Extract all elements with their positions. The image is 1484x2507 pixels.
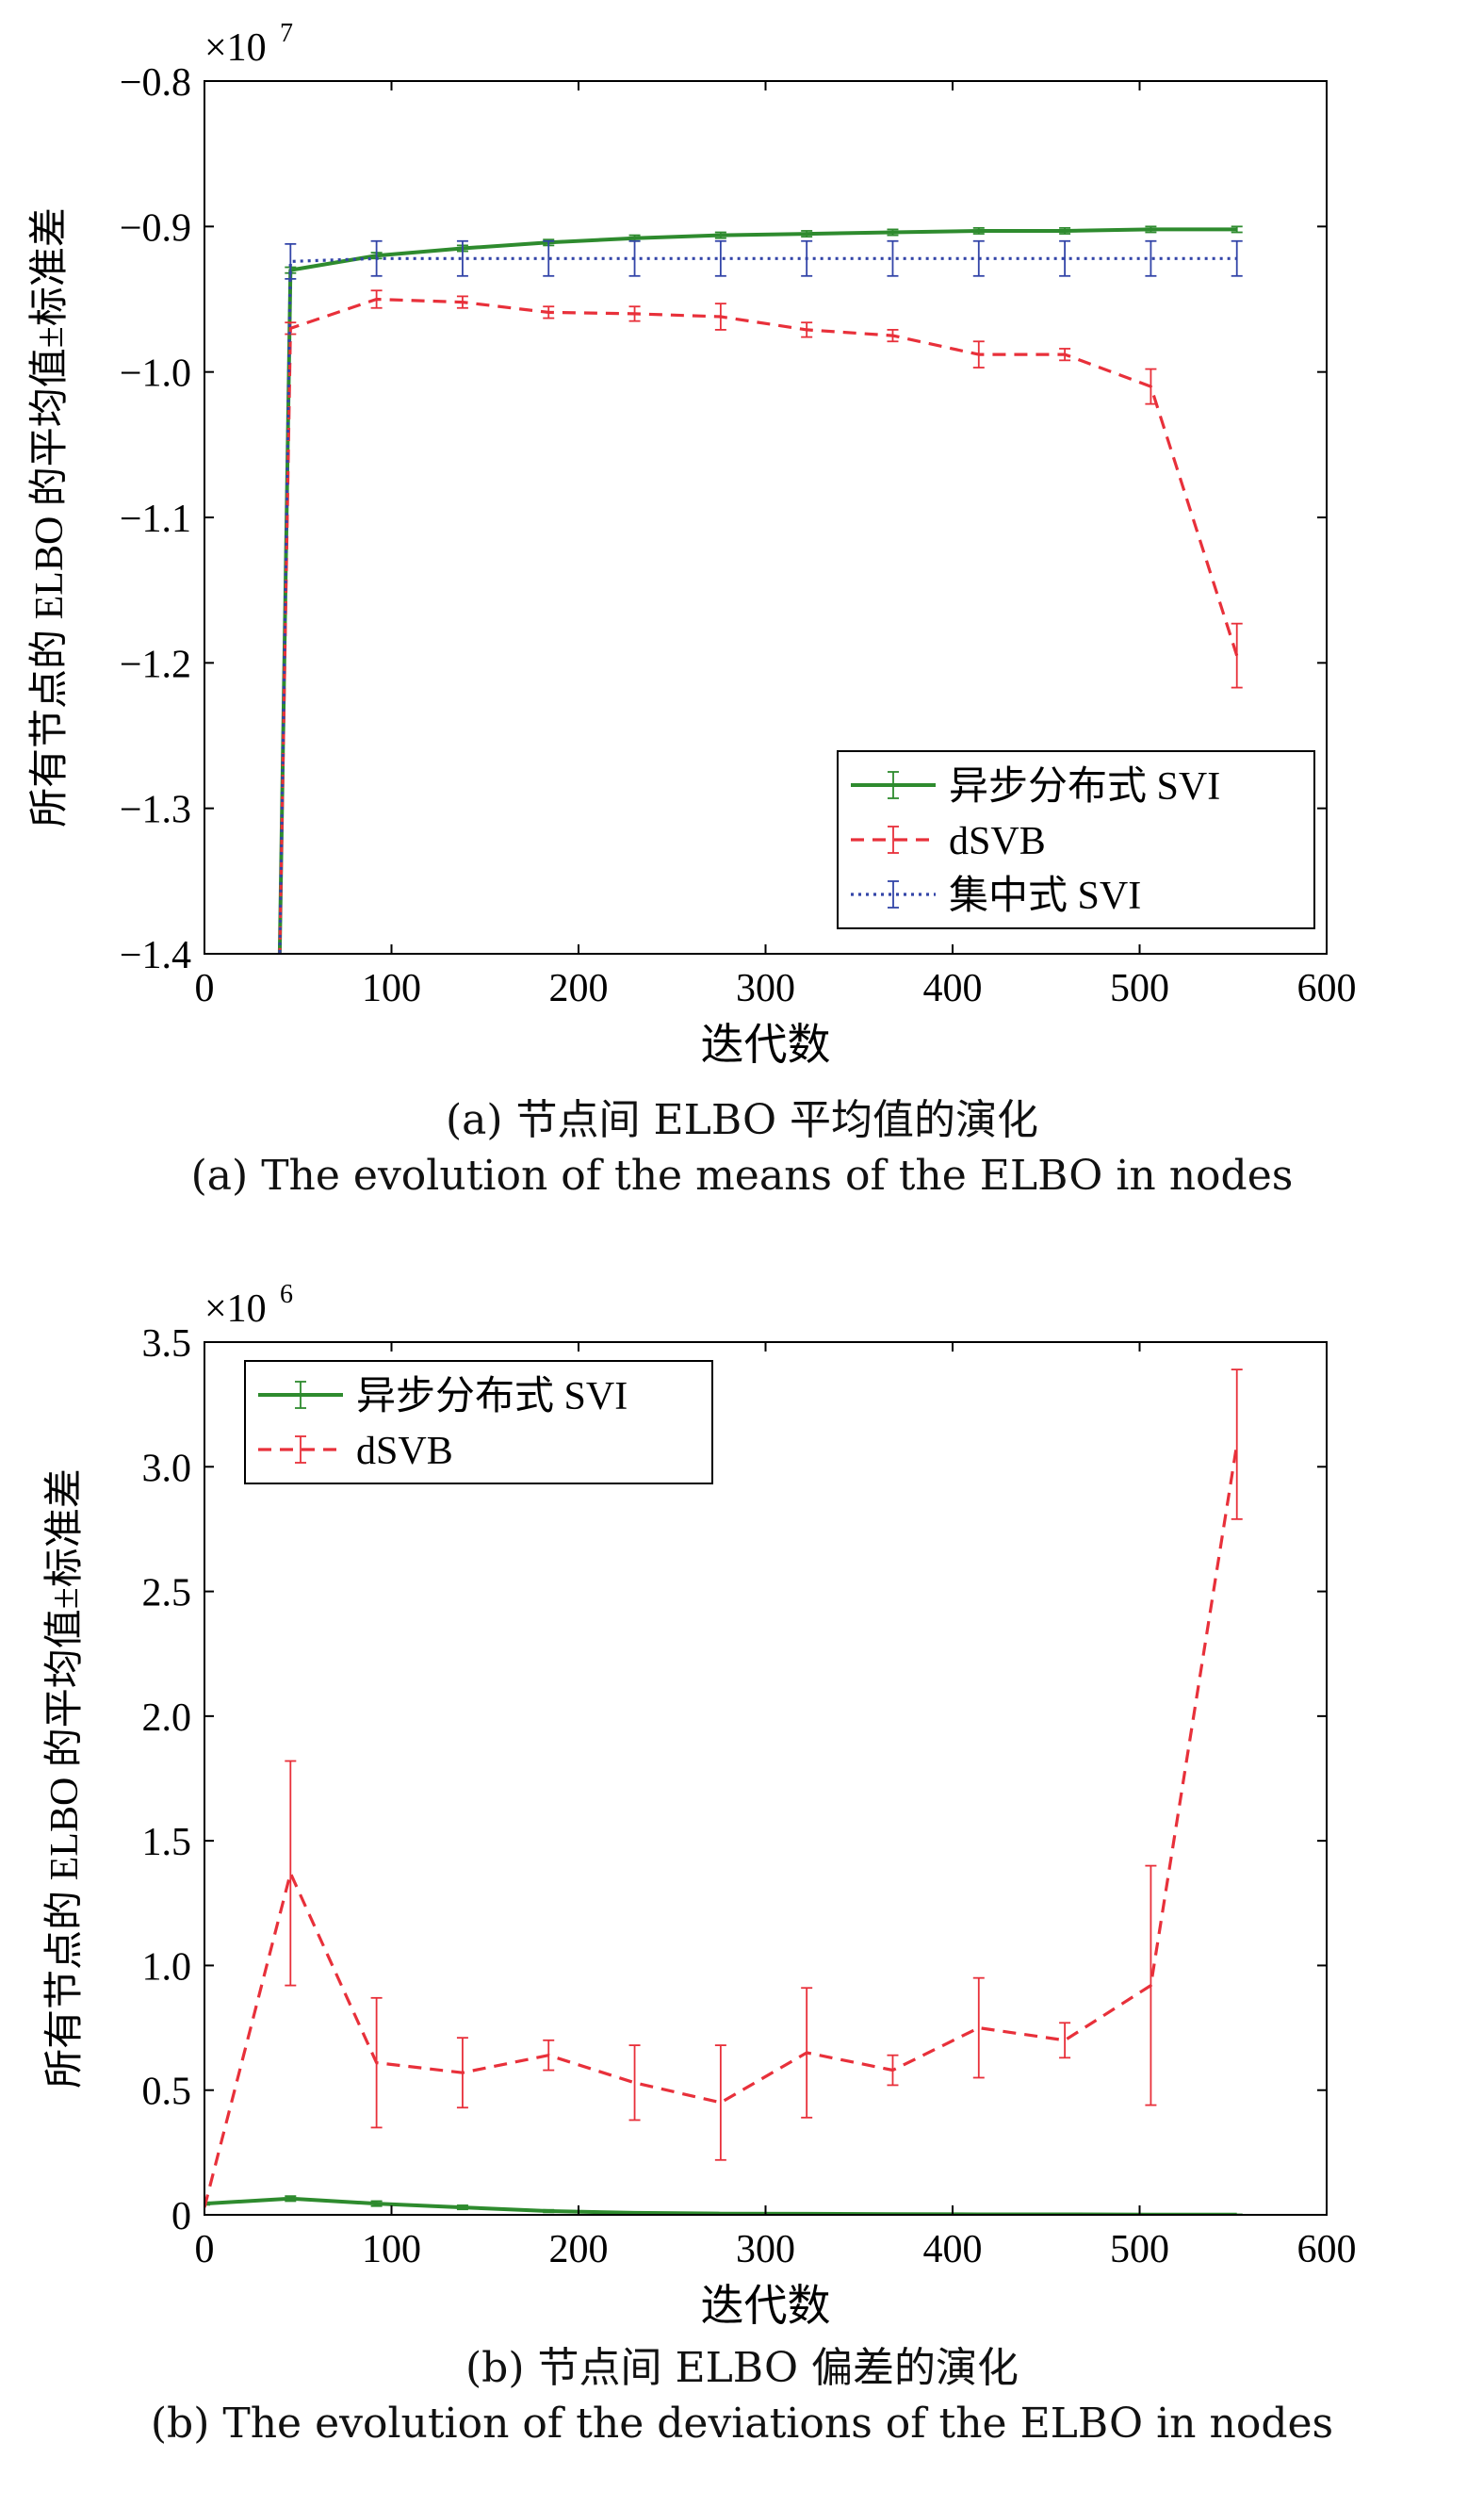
x-tick-label: 0 [195, 967, 215, 1010]
y-tick-label: 0.5 [142, 2071, 192, 2114]
x-tick-label: 500 [1110, 967, 1169, 1010]
y-tick-label: 0 [171, 2195, 191, 2238]
legend-label: dSVB [949, 820, 1046, 863]
x-tick-label: 100 [362, 967, 421, 1010]
x-tick-label: 400 [923, 967, 983, 1010]
y-tick-label: 1.0 [142, 1945, 192, 1989]
axis-multiplier: ×10 [204, 26, 267, 70]
x-tick-label: 600 [1297, 2228, 1357, 2271]
caption-b-chinese: (b) 节点间 ELBO 偏差的演化 [465, 2344, 1019, 2392]
caption-a-chinese: (a) 节点间 ELBO 平均值的演化 [445, 1096, 1039, 1144]
x-tick-label: 300 [736, 2228, 795, 2271]
y-tick-label: −1.3 [120, 789, 191, 832]
y-tick-label: −1.1 [120, 498, 191, 541]
y-tick-label: 2.0 [142, 1696, 192, 1740]
axis-multiplier-exponent: 7 [280, 19, 293, 48]
y-tick-label: −1.2 [120, 643, 191, 686]
x-tick-label: 200 [549, 967, 609, 1010]
x-tick-label: 500 [1110, 2228, 1169, 2271]
axis-multiplier-exponent: 6 [280, 1280, 293, 1309]
series-line-b-0 [204, 2196, 1237, 2215]
legend-label: dSVB [356, 1430, 453, 1473]
legend-label: 集中式 SVI [949, 875, 1141, 918]
axis-multiplier: ×10 [204, 1287, 267, 1331]
x-tick-label: 400 [923, 2228, 983, 2271]
plot-area [277, 225, 1243, 954]
y-tick-label: 3.5 [142, 1322, 192, 1366]
legend-label: 异步分布式 SVI [949, 765, 1220, 809]
y-axis-label: 所有节点的 ELBO 的平均值±标准差 [43, 1468, 87, 2089]
y-tick-label: 1.5 [142, 1821, 192, 1864]
y-axis-label: 所有节点的 ELBO 的平均值±标准差 [28, 207, 72, 827]
caption-a-english: (a) The evolution of the means of the EL… [190, 1152, 1294, 1200]
y-tick-label: −0.8 [120, 61, 191, 105]
y-tick-label: −1.4 [120, 934, 191, 977]
y-tick-label: 3.0 [142, 1447, 192, 1490]
legend-label: 异步分布式 SVI [356, 1375, 628, 1418]
x-axis-label: 迭代数 [701, 1021, 831, 1065]
y-tick-label: −0.9 [120, 206, 191, 250]
x-tick-label: 300 [736, 967, 795, 1010]
plot-area [204, 1368, 1243, 2215]
caption-b-english: (b) The evolution of the deviations of t… [150, 2400, 1334, 2448]
legend-box-b [244, 1360, 713, 1484]
chart-a-means: 0 100 200 300 400 500 600 −1.4 −1.3 −1.2 −1.1 −1.0 −… [28, 19, 1357, 1065]
chart-b-deviations: 0 100 200 300 400 500 600 0 0.5 1.0 1.5 2.0 2.5 3.0 3.… [43, 1280, 1357, 2330]
y-tick-label: −1.0 [120, 352, 191, 396]
x-tick-label: 0 [195, 2228, 215, 2271]
y-tick-label: 2.5 [142, 1572, 192, 1615]
x-tick-label: 200 [549, 2228, 609, 2271]
x-tick-label: 100 [362, 2228, 421, 2271]
x-axis-label: 迭代数 [701, 2282, 831, 2330]
x-tick-label: 600 [1297, 967, 1357, 1010]
